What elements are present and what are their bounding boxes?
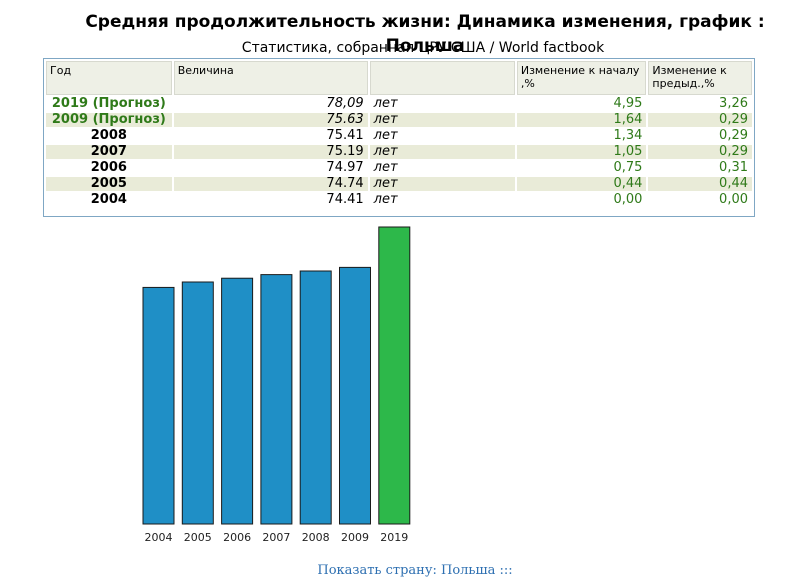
col-header-change-prev: Изменение к предыд.,%	[648, 61, 752, 95]
life-expectancy-bar-chart: 2004 2005 2006 2007 2008 2009 2019	[142, 226, 411, 544]
value-cell: 74.74	[173, 177, 368, 191]
year-cell: 2004	[90, 192, 127, 207]
table-row: 2004 74.41 лет 0,00 0,00	[46, 193, 752, 207]
bar-2019	[378, 226, 411, 525]
year-cell: 2006	[90, 160, 127, 175]
col-header-year: Год	[46, 61, 172, 95]
table-row: 2006 74.97 лет 0,75 0,31	[46, 161, 752, 175]
table-body: 2019 (Прогноз) 78,09 лет 4,95 3,26 2009 (Прог…	[46, 97, 752, 207]
table-row: 2009 (Прогноз) 75.63 лет 1,64 0,29	[46, 113, 752, 127]
value-cell: 74.97	[326, 160, 364, 175]
unit-cell: лет	[373, 192, 398, 207]
col-header-change-start: Изменение к началу ,%	[516, 61, 647, 95]
table-row: 2005 74.74 лет 0,44 0,44	[46, 177, 752, 191]
change-start-cell: 1,05	[516, 145, 647, 159]
year-cell: 2007	[46, 145, 172, 159]
year-cell: 2005	[46, 177, 172, 191]
unit-cell: лет	[369, 113, 515, 127]
table-row: 2007 75.19 лет 1,05 0,29	[46, 145, 752, 159]
change-start-cell: 1,34	[613, 128, 643, 143]
table-header-row: Год Величина Изменение к началу ,% Измен…	[46, 61, 752, 95]
x-tick-label: 2008	[302, 531, 330, 544]
x-tick-label: 2019	[380, 531, 408, 544]
change-prev-cell: 0,29	[648, 145, 752, 159]
bar-2007	[260, 274, 293, 525]
table-row: 2019 (Прогноз) 78,09 лет 4,95 3,26	[46, 97, 752, 111]
change-start-cell: 0,75	[613, 160, 643, 175]
col-header-unit	[369, 61, 515, 95]
value-cell: 75.19	[173, 145, 368, 159]
bar-2008	[299, 270, 332, 525]
change-start-cell: 0,44	[516, 177, 647, 191]
year-cell: 2019 (Прогноз)	[51, 96, 166, 111]
change-prev-cell: 0,29	[719, 128, 748, 143]
bar-2006	[221, 277, 254, 525]
change-prev-cell: 0,29	[648, 113, 752, 127]
bar-2005	[181, 281, 214, 525]
page-subtitle: Статистика, собранная ЦРУ США / World fa…	[241, 40, 605, 56]
value-cell: 74.41	[326, 192, 364, 207]
change-prev-cell: 0,31	[719, 160, 748, 175]
page-title: Средняя продолжительность жизни: Динамик…	[85, 12, 765, 56]
x-tick-label: 2004	[145, 531, 173, 544]
x-tick-label: 2009	[341, 531, 369, 544]
table-row: 2008 75.41 лет 1,34 0,29	[46, 129, 752, 143]
unit-cell: лет	[369, 145, 515, 159]
col-header-value: Величина	[173, 61, 368, 95]
value-cell: 78,09	[326, 96, 364, 111]
change-start-cell: 0,00	[613, 192, 643, 207]
x-tick-label: 2007	[262, 531, 290, 544]
change-start-cell: 4,95	[613, 96, 643, 111]
bar-2004	[142, 286, 175, 525]
change-prev-cell: 0,44	[648, 177, 752, 191]
change-prev-cell: 0,00	[719, 192, 748, 207]
unit-cell: лет	[369, 177, 515, 191]
year-cell: 2008	[90, 128, 127, 143]
value-cell: 75.63	[173, 113, 368, 127]
x-tick-label: 2006	[223, 531, 251, 544]
value-cell: 75.41	[326, 128, 364, 143]
unit-cell: лет	[373, 96, 398, 111]
x-tick-label: 2005	[184, 531, 212, 544]
change-prev-cell: 3,26	[719, 96, 748, 111]
year-cell: 2009 (Прогноз)	[46, 113, 172, 127]
stats-table: Год Величина Изменение к началу ,% Измен…	[43, 58, 755, 217]
bar-2009	[339, 266, 371, 525]
unit-cell: лет	[373, 160, 398, 175]
show-country-link[interactable]: Показать страну: Польша :::	[317, 563, 513, 578]
change-start-cell: 1,64	[516, 113, 647, 127]
unit-cell: лет	[373, 128, 398, 143]
